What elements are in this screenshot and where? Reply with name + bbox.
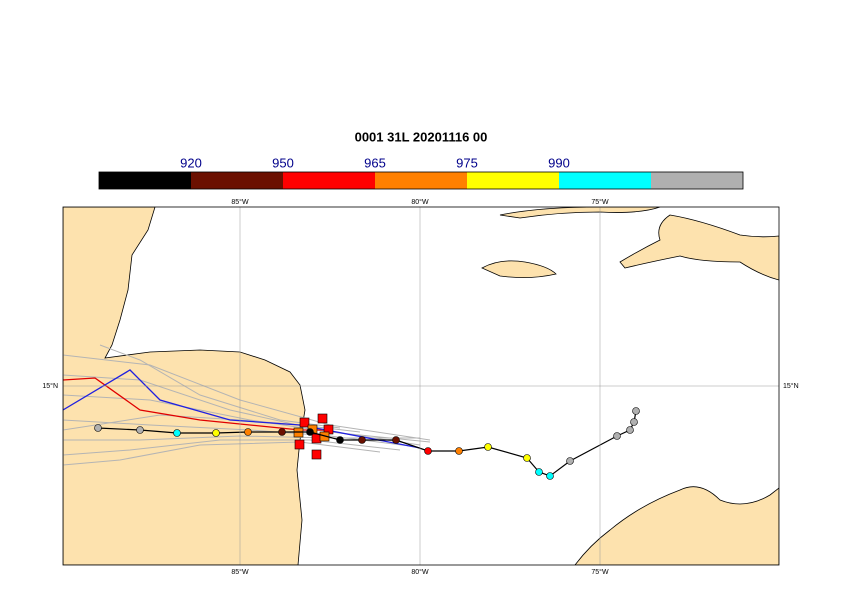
map-frame: [62, 206, 780, 566]
track-red: [63, 377, 330, 431]
map-area: [63, 207, 779, 565]
point: [336, 436, 344, 444]
lat-label: 15°N: [783, 382, 799, 390]
point: [358, 436, 366, 444]
point: [566, 457, 574, 465]
point: [523, 454, 531, 462]
colorbar: 920 950 965 975 990: [98, 155, 744, 190]
track: [63, 441, 381, 466]
lon-label: 85°W: [231, 568, 249, 576]
colorbar-label: 990: [548, 155, 570, 170]
colorbar-label: 950: [272, 155, 294, 170]
colorbar-segment: [651, 172, 743, 189]
point: [278, 428, 286, 436]
point: [424, 447, 432, 455]
lon-label: 75°W: [591, 568, 609, 576]
point: [94, 424, 102, 432]
colorbar-label: 920: [180, 155, 202, 170]
jamaica: [481, 260, 557, 278]
point: [392, 436, 400, 444]
point: [632, 407, 640, 415]
square: [294, 439, 305, 450]
point: [626, 426, 634, 434]
colorbar-segment: [283, 172, 375, 189]
point: [455, 447, 463, 455]
lon-label: 80°W: [411, 198, 429, 206]
colorbar-frame: [98, 171, 744, 190]
south-america: [574, 486, 779, 565]
point: [546, 472, 554, 480]
colorbar-segment: [99, 172, 191, 189]
lat-label: 15°N: [42, 382, 58, 390]
point: [613, 432, 621, 440]
graticule: [63, 207, 779, 565]
square: [311, 449, 322, 460]
track-blue: [63, 369, 421, 449]
colorbar-segment: [191, 172, 283, 189]
point: [136, 426, 144, 434]
lon-label: 75°W: [591, 198, 609, 206]
square: [299, 417, 310, 428]
graticule-labels: 85°W 85°W 80°W 80°W 75°W 75°W 15°N 15°N: [42, 198, 798, 576]
point: [306, 428, 314, 436]
point: [244, 428, 252, 436]
lon-label: 85°W: [231, 198, 249, 206]
point: [173, 429, 181, 437]
point: [212, 429, 220, 437]
colorbar-segment: [467, 172, 559, 189]
cuba: [499, 207, 661, 219]
title: 0001 31L 20201116 00: [355, 129, 488, 144]
track: [63, 394, 431, 443]
square: [311, 433, 322, 444]
lon-label: 80°W: [411, 568, 429, 576]
point: [535, 468, 543, 476]
colorbar-label: 975: [456, 155, 478, 170]
track-points: [94, 407, 640, 480]
hispaniola: [619, 214, 779, 281]
colorbar-segment: [375, 172, 467, 189]
point: [484, 443, 492, 451]
square: [317, 413, 328, 424]
point: [630, 418, 638, 426]
colorbar-segment: [559, 172, 651, 189]
colorbar-label: 965: [364, 155, 386, 170]
